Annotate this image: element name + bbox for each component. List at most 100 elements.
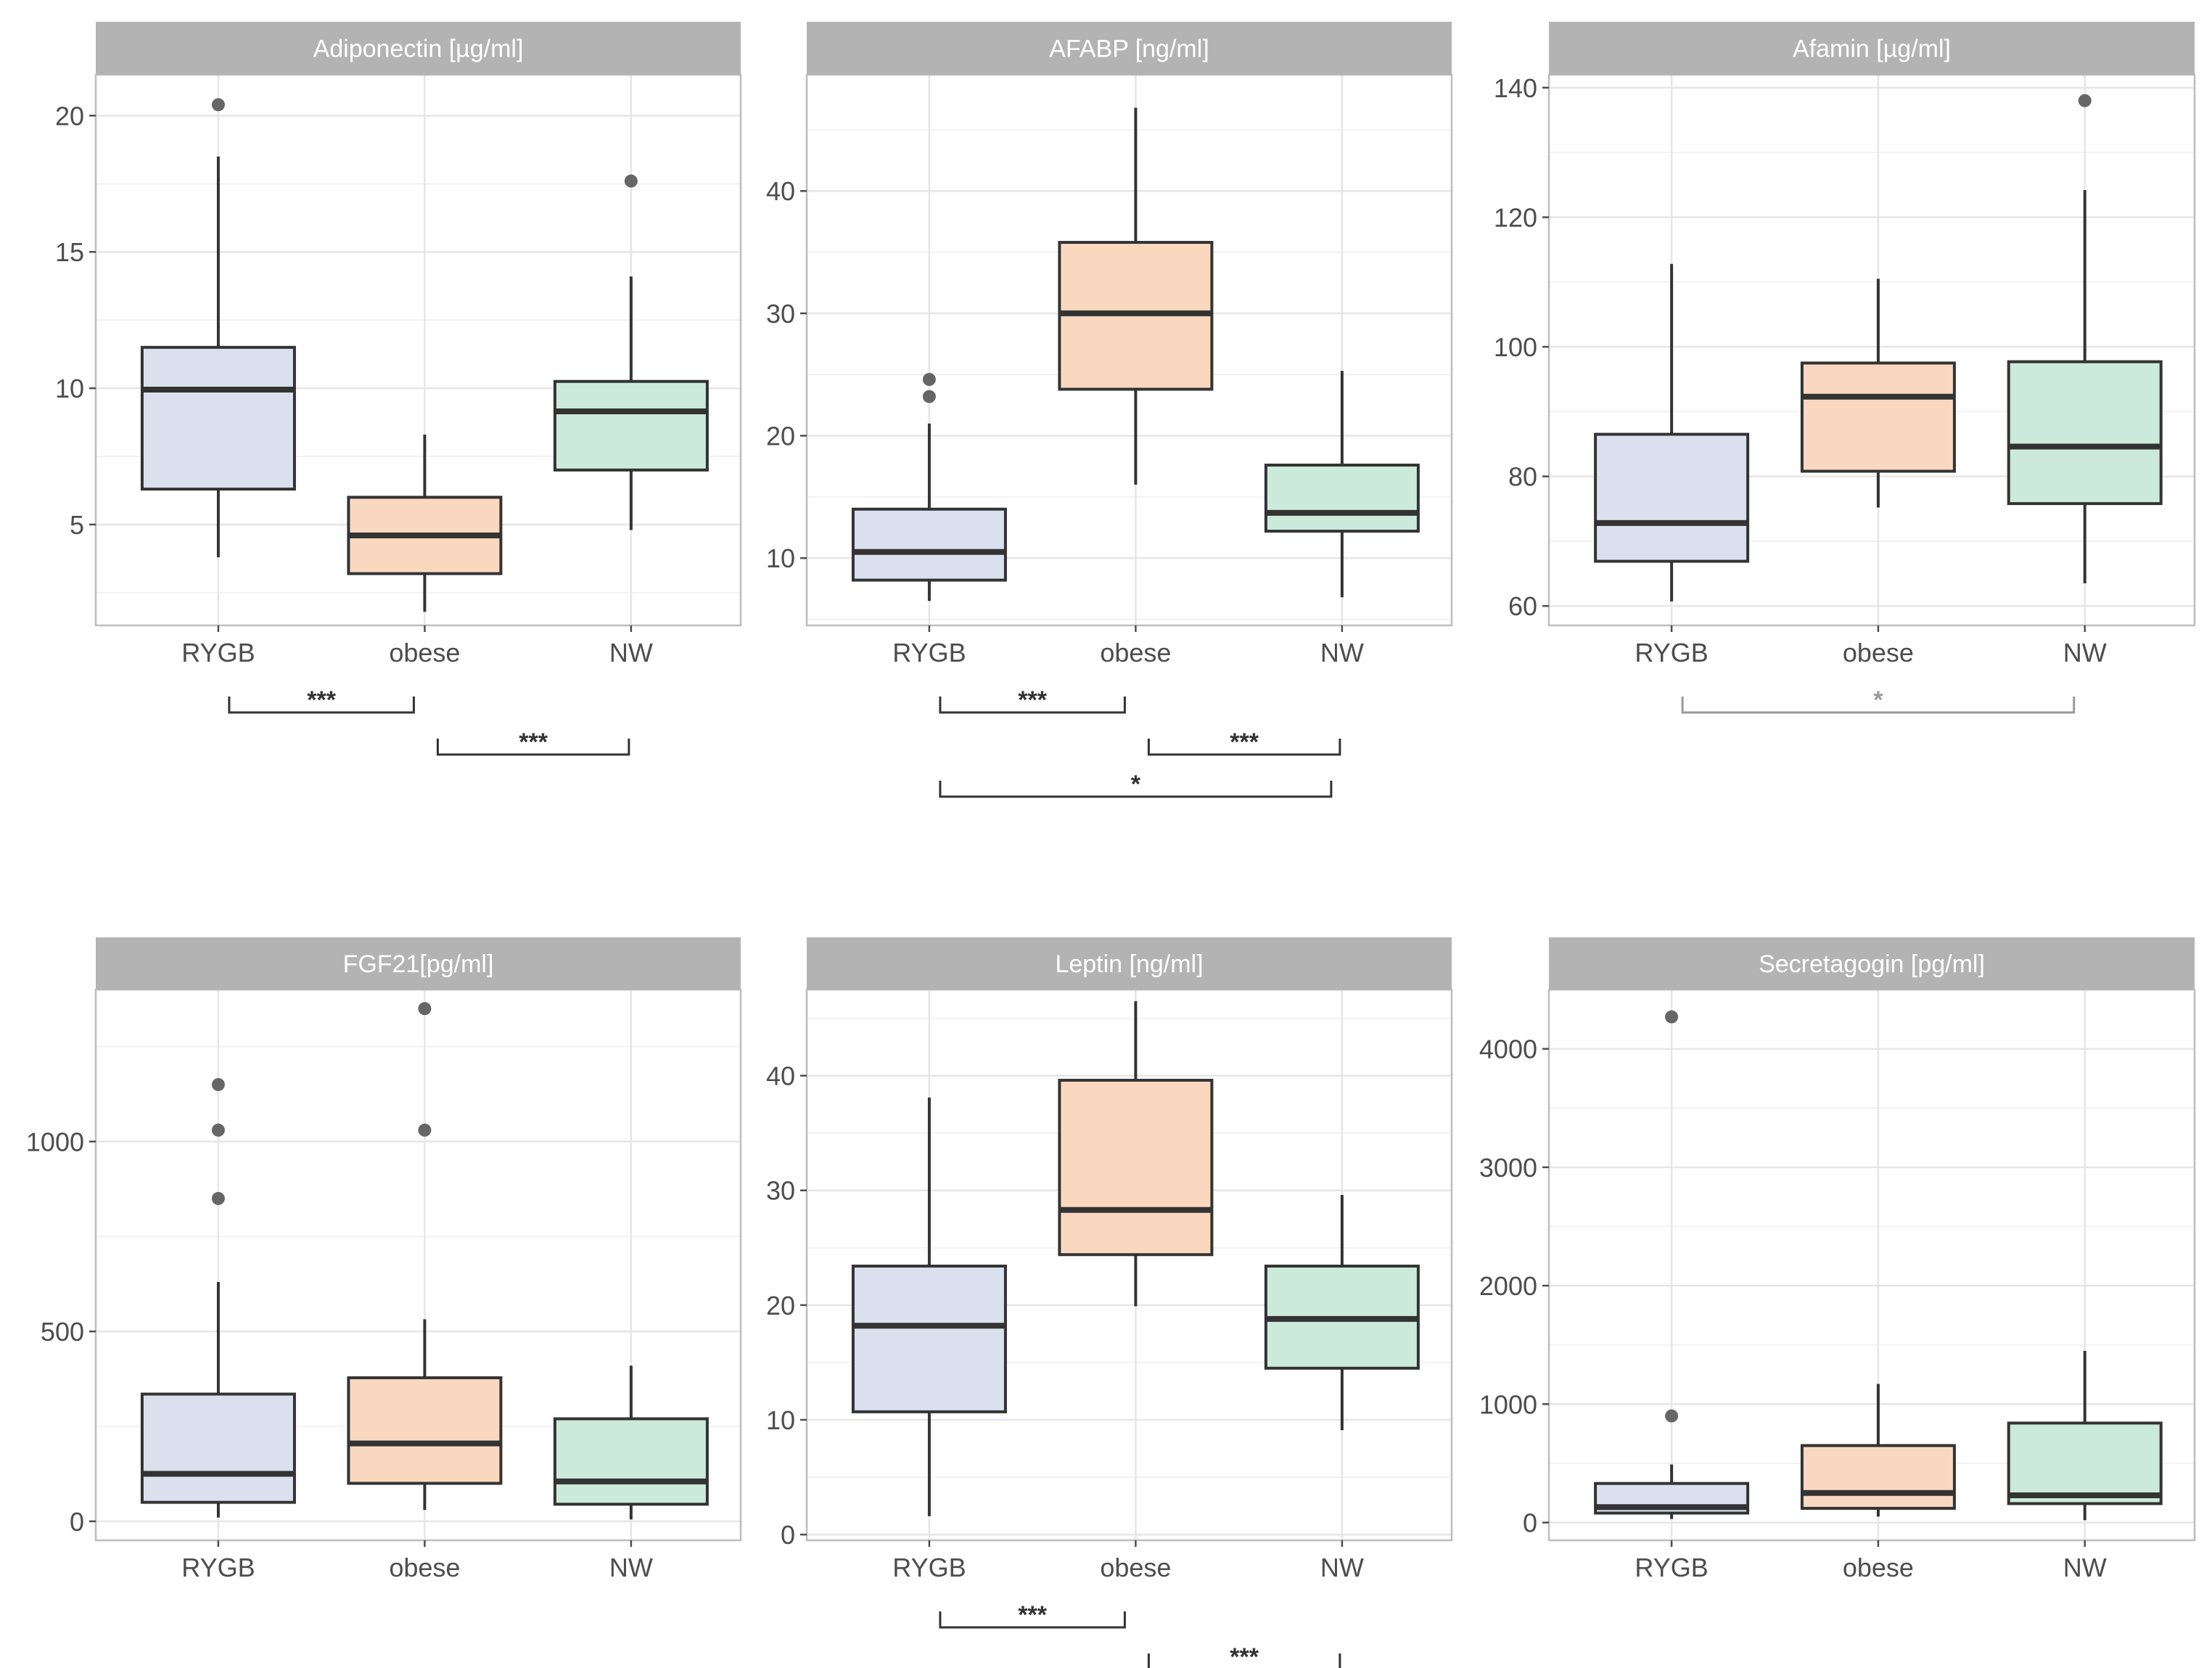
significance-label: *** [1230, 1643, 1259, 1668]
iqr-box [140, 345, 296, 491]
x-tick-label: NW [609, 638, 653, 667]
significance-bracket: * [939, 771, 1333, 798]
box-RYGB [1594, 263, 1750, 601]
box-NW [2007, 1350, 2163, 1521]
y-tick-label: 500 [41, 1317, 84, 1347]
box-obese [1800, 279, 1956, 508]
significance-label: *** [307, 686, 336, 714]
box-RYGB [140, 98, 296, 558]
box-NW [1264, 1195, 1420, 1431]
y-tick-label: 60 [1508, 591, 1537, 621]
box-obese [347, 434, 503, 612]
iqr-box [851, 507, 1007, 582]
significance-bracket: *** [228, 686, 415, 714]
outlier-point [624, 174, 638, 188]
y-tick-label: 1000 [26, 1127, 84, 1156]
outlier-point [211, 1123, 225, 1137]
significance-label: * [1873, 686, 1883, 714]
box-obese [1058, 107, 1214, 485]
facet-title: AFABP [ng/ml] [1049, 36, 1209, 63]
x-tick-label: obese [1843, 638, 1914, 667]
y-tick-label: 3000 [1479, 1153, 1537, 1183]
panel-4: FGF21[pg/ml] 0 500 1000 RYGB obese NW [26, 937, 742, 1582]
panel-3: Afamin [µg/ml] 60 80 100 120 140 RYGB obese NW * [1494, 22, 2196, 714]
box-NW [553, 174, 709, 530]
significance-label: *** [1018, 686, 1047, 714]
significance-bracket: *** [939, 1601, 1126, 1629]
y-tick-label: 0 [781, 1520, 795, 1550]
y-tick-label: 1000 [1479, 1389, 1537, 1419]
iqr-box [851, 1265, 1007, 1413]
iqr-box [140, 1392, 296, 1504]
significance-label: * [1131, 771, 1141, 798]
facet-title: Secretagogin [pg/ml] [1759, 950, 1985, 978]
box-NW [2007, 94, 2163, 583]
y-tick-label: 40 [766, 1061, 795, 1091]
x-tick-label: RYGB [892, 1553, 966, 1582]
y-tick-label: 40 [766, 176, 795, 206]
bracket-line [1681, 697, 2076, 714]
y-tick-label: 20 [766, 1291, 795, 1320]
x-tick-label: obese [1100, 638, 1171, 667]
panel-5: Leptin [ng/ml] 0 10 20 30 40 RYGB obese NW *** *** [766, 937, 1453, 1668]
y-tick-label: 10 [55, 374, 84, 403]
outlier-point [1665, 1409, 1679, 1423]
x-tick-label: obese [389, 638, 460, 667]
significance-bracket: * [1681, 686, 2076, 714]
x-tick-label: NW [1320, 1553, 1364, 1582]
x-tick-label: RYGB [181, 638, 255, 667]
y-tick-label: 30 [766, 1176, 795, 1206]
x-tick-label: obese [1843, 1553, 1914, 1582]
box-obese [1800, 1384, 1956, 1517]
bracket-line [939, 1611, 1126, 1629]
box-obese [347, 1002, 503, 1511]
facet-strip [807, 937, 1452, 990]
box-RYGB [851, 1097, 1007, 1516]
significance-bracket: *** [1147, 728, 1341, 756]
y-tick-label: 30 [766, 299, 795, 329]
outlier-point [211, 1191, 225, 1205]
x-tick-label: NW [1320, 638, 1364, 667]
box-NW [1264, 371, 1420, 598]
iqr-box [1800, 361, 1956, 473]
bracket-line [436, 739, 630, 756]
facet-strip [1549, 22, 2195, 75]
x-tick-label: RYGB [181, 1553, 255, 1582]
iqr-box [2007, 360, 2163, 506]
facet-strip [807, 22, 1452, 75]
bracket-line [228, 697, 415, 714]
iqr-box [2007, 1421, 2163, 1505]
y-tick-label: 15 [55, 237, 84, 267]
y-tick-label: 80 [1508, 462, 1537, 492]
significance-bracket: *** [939, 686, 1126, 714]
facet-strip [96, 22, 741, 75]
box-NW [553, 1365, 709, 1520]
facet-title: FGF21[pg/ml] [343, 950, 494, 978]
x-tick-label: NW [2063, 638, 2107, 667]
outlier-point [1665, 1010, 1679, 1024]
outlier-point [2078, 94, 2092, 107]
bracket-line [1147, 1653, 1341, 1668]
outlier-point [418, 1002, 432, 1016]
y-tick-label: 20 [55, 101, 84, 131]
significance-bracket: *** [1147, 1643, 1341, 1668]
panel-1: Adiponectin [µg/ml] 5 10 15 20 RYGB obese NW ***… [55, 22, 742, 756]
iqr-box [347, 1376, 503, 1485]
y-tick-label: 4000 [1479, 1035, 1537, 1064]
outlier-point [211, 98, 225, 112]
x-tick-label: NW [2063, 1553, 2107, 1582]
significance-label: *** [1018, 1601, 1047, 1629]
significance-bracket: *** [436, 728, 630, 756]
x-tick-label: RYGB [892, 638, 966, 667]
y-tick-label: 0 [70, 1507, 84, 1537]
box-obese [1058, 1001, 1214, 1307]
box-RYGB [851, 372, 1007, 601]
outlier-point [211, 1077, 225, 1091]
y-tick-label: 140 [1494, 73, 1537, 103]
iqr-box [1594, 432, 1750, 563]
y-tick-label: 10 [766, 543, 795, 573]
x-tick-label: NW [609, 1553, 653, 1582]
panel-6: Secretagogin [pg/ml] 0 1000 2000 3000 4000 RYG… [1479, 937, 2196, 1582]
